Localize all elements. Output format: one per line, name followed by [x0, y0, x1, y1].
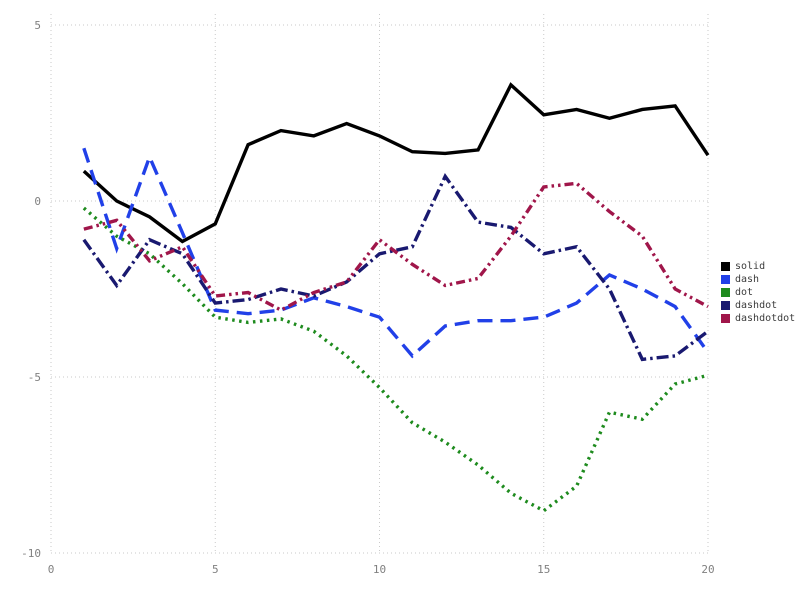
legend-item-dashdotdot: dashdotdot: [721, 313, 795, 324]
legend-swatch-dash: [721, 275, 730, 284]
legend-swatch-dashdotdot: [721, 314, 730, 323]
x-tick-label: 5: [212, 563, 219, 576]
y-tick-label: -10: [21, 547, 41, 560]
legend-item-solid: solid: [721, 261, 795, 272]
y-tick-label: -5: [28, 371, 41, 384]
series-line-solid: [82, 82, 710, 244]
legend-item-dot: dot: [721, 287, 795, 298]
x-tick-label: 0: [48, 563, 55, 576]
legend-label-dashdotdot: dashdotdot: [735, 313, 796, 324]
legend: solid dash dot dashdot dashdotdot: [721, 261, 795, 324]
x-tick-label: 20: [701, 563, 714, 576]
x-tick-label: 10: [373, 563, 386, 576]
legend-item-dashdot: dashdot: [721, 300, 795, 311]
legend-label-dot: dot: [735, 287, 754, 298]
legend-swatch-solid: [721, 262, 730, 271]
legend-swatch-dashdot: [721, 301, 730, 310]
legend-label-dash: dash: [735, 274, 760, 285]
x-tick-label: 15: [537, 563, 550, 576]
series-line-dashdotdot: [83, 181, 709, 313]
y-tick-label: 5: [34, 19, 41, 32]
series-line-dashdot: [82, 173, 710, 362]
y-tick-label: 0: [34, 195, 41, 208]
legend-label-dashdot: dashdot: [735, 300, 778, 311]
legend-swatch-dot: [721, 288, 730, 297]
legend-label-solid: solid: [735, 261, 766, 272]
legend-item-dash: dash: [721, 274, 795, 285]
